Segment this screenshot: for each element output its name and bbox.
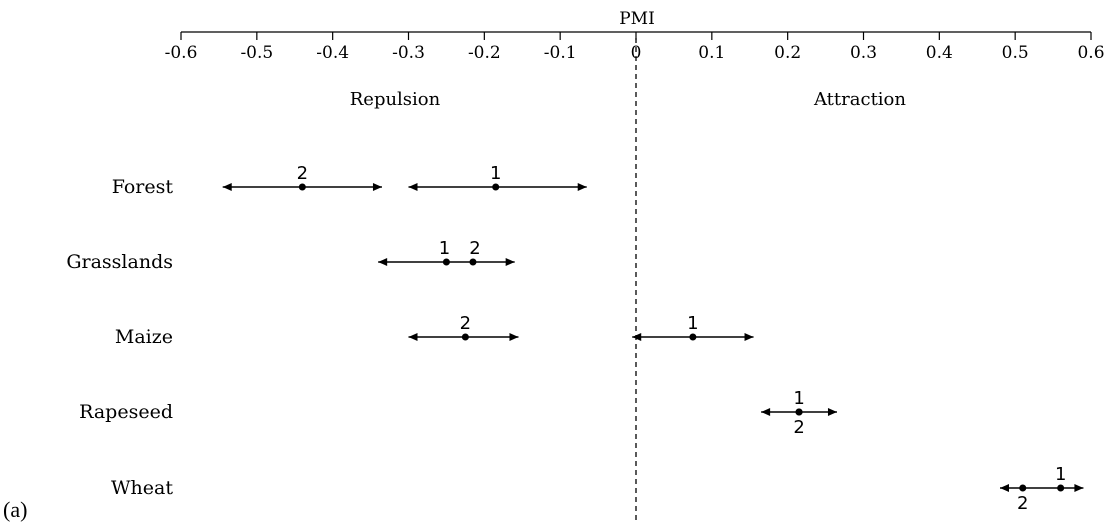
row-forest: Forest 2 1 <box>112 163 587 198</box>
x-axis-ticks: -0.6 -0.5 -0.4 -0.3 -0.2 -0.1 0 0.1 0.2 0.3 0.4 0.5… <box>165 32 1105 63</box>
point-estimate <box>492 183 500 191</box>
repulsion-label: Repulsion <box>350 89 441 110</box>
point-estimate <box>442 258 450 266</box>
arrowhead-right <box>744 333 754 341</box>
point-label: 1 <box>793 388 804 409</box>
x-tick-label: -0.5 <box>240 43 273 63</box>
x-tick-label: -0.2 <box>468 43 501 63</box>
point-label: 2 <box>1017 493 1028 514</box>
x-tick-label: 0 <box>631 43 642 63</box>
point-estimate <box>689 333 697 341</box>
arrowhead-right <box>1074 484 1084 492</box>
row-label: Rapeseed <box>79 401 173 423</box>
arrowhead-left <box>1000 484 1009 492</box>
row-label: Forest <box>112 176 174 198</box>
attraction-label: Attraction <box>813 89 906 110</box>
arrowhead-left <box>632 333 642 341</box>
arrowhead-right <box>372 183 382 191</box>
x-tick-label: 0.5 <box>1002 43 1029 63</box>
x-tick-label: 0.1 <box>698 43 725 63</box>
arrowhead-right <box>577 183 587 191</box>
arrowhead-left <box>378 258 388 266</box>
arrowhead-left <box>761 408 771 416</box>
point-estimate <box>298 183 306 191</box>
arrowhead-right <box>505 258 515 266</box>
row-grasslands: Grasslands 1 2 <box>66 238 515 273</box>
row-maize: Maize 2 1 <box>115 313 754 348</box>
point-estimate <box>1019 484 1027 492</box>
x-axis-title: PMI <box>619 9 655 29</box>
x-tick-label: 0.6 <box>1077 43 1104 63</box>
x-tick-label: -0.3 <box>392 43 425 63</box>
row-label: Wheat <box>111 477 173 499</box>
row-wheat: Wheat 1 2 <box>111 464 1084 514</box>
point-label: 2 <box>297 163 308 184</box>
row-rapeseed: Rapeseed 1 2 <box>79 388 837 438</box>
x-tick-label: -0.6 <box>165 43 198 63</box>
arrowhead-left <box>222 183 232 191</box>
point-label: 2 <box>793 417 804 438</box>
panel-label: (a) <box>3 497 27 522</box>
x-tick-label: 0.4 <box>926 43 953 63</box>
point-label: 2 <box>460 313 471 334</box>
arrowhead-left <box>408 183 418 191</box>
x-tick-label: -0.4 <box>316 43 349 63</box>
point-estimate <box>461 333 469 341</box>
x-tick-label: -0.1 <box>544 43 577 63</box>
point-label: 2 <box>469 238 480 259</box>
arrowhead-right <box>509 333 519 341</box>
point-label: 1 <box>1055 464 1066 485</box>
row-label: Grasslands <box>66 251 173 273</box>
point-estimate <box>469 258 477 266</box>
point-estimate <box>1057 484 1065 492</box>
x-tick-label: 0.3 <box>850 43 877 63</box>
arrowhead-left <box>408 333 418 341</box>
point-label: 1 <box>490 163 501 184</box>
arrowhead-right <box>827 408 837 416</box>
point-label: 1 <box>687 313 698 334</box>
point-estimate <box>795 408 803 416</box>
row-label: Maize <box>115 326 173 348</box>
point-label: 1 <box>439 238 450 259</box>
x-tick-label: 0.2 <box>774 43 801 63</box>
